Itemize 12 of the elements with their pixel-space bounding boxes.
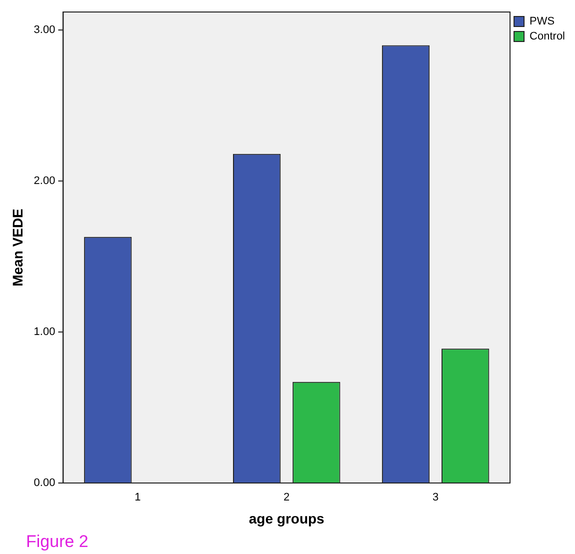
legend-label: Control — [530, 30, 566, 43]
x-axis-title: age groups — [248, 510, 325, 526]
y-tick-label: 0.00 — [34, 477, 56, 490]
legend-label: PWS — [530, 16, 555, 28]
y-tick-label: 3.00 — [34, 24, 56, 36]
x-tick-label: 2 — [284, 492, 290, 504]
caption: Figure 2 — [26, 532, 88, 552]
y-tick-label: 1.00 — [34, 326, 56, 338]
x-tick-label: 3 — [432, 492, 439, 504]
y-tick-label: 2.00 — [34, 175, 56, 188]
y-axis-title: Mean VEDE — [9, 208, 26, 286]
x-tick-label: 1 — [134, 492, 141, 504]
